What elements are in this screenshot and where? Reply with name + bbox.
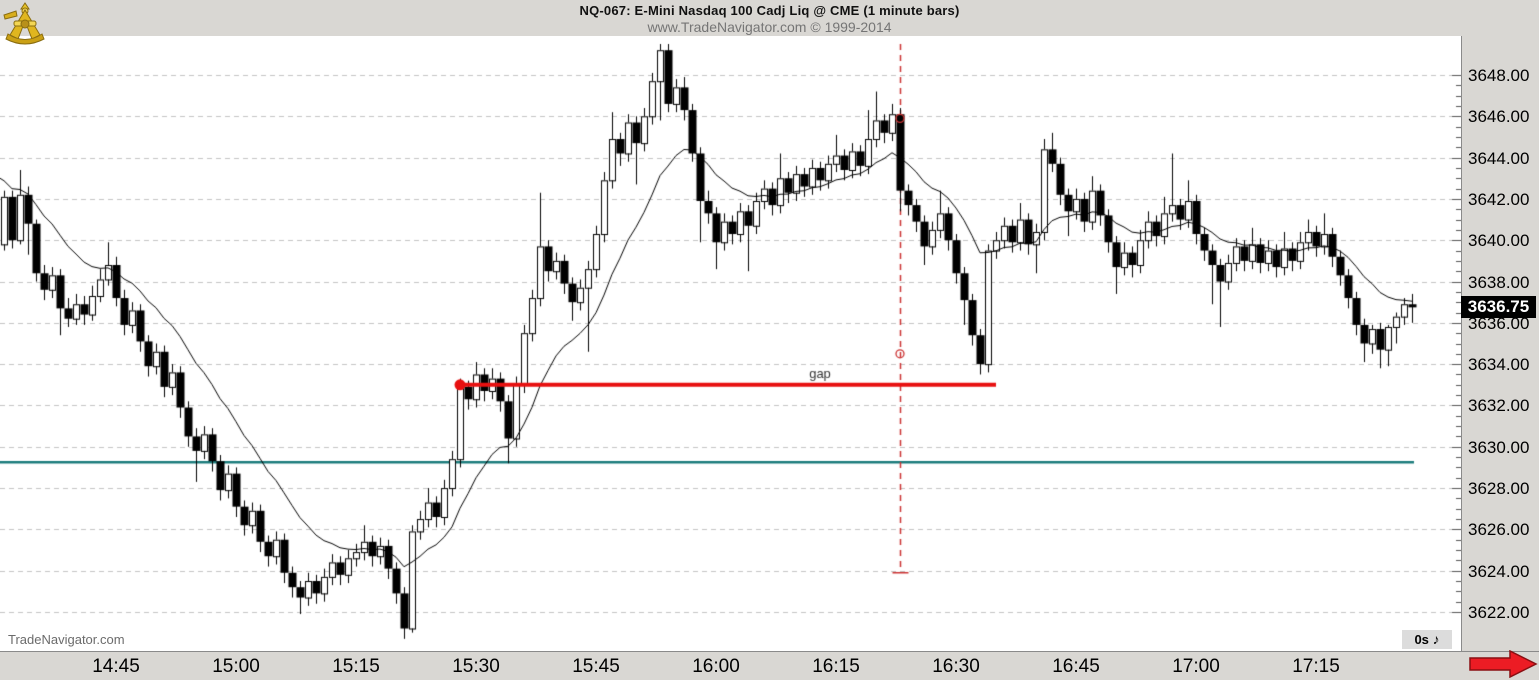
price-tick-label: 3646.00 (1468, 107, 1530, 127)
time-tick-label: 16:15 (812, 656, 860, 677)
bar-countdown-status[interactable]: 0s ♪ (1402, 630, 1452, 649)
price-tick-label: 3626.00 (1468, 520, 1530, 540)
price-tick-label: 3630.00 (1468, 437, 1530, 457)
time-tick-label: 16:45 (1052, 656, 1100, 677)
chart-subtitle: www.TradeNavigator.com © 1999-2014 (647, 19, 892, 35)
price-tick-label: 3622.00 (1468, 603, 1530, 622)
time-tick-label: 17:15 (1292, 656, 1340, 677)
time-tick-label: 15:30 (452, 656, 500, 677)
last-price-badge: 3636.75 (1461, 296, 1536, 319)
time-tick-label: 16:00 (692, 656, 740, 677)
price-tick-label: 3642.00 (1468, 189, 1530, 209)
price-tick-label: 3636.00 (1468, 313, 1530, 333)
axis-border-line (1461, 36, 1462, 651)
time-tick-label: 16:30 (932, 656, 980, 677)
candlestick-chart-canvas[interactable] (0, 36, 1461, 651)
time-tick-label: 14:45 (92, 656, 140, 677)
price-tick-label: 3648.00 (1468, 66, 1530, 85)
trade-navigator-logo-icon (3, 2, 45, 45)
price-tick-label: 3640.00 (1468, 231, 1530, 251)
price-tick-label: 3632.00 (1468, 396, 1530, 416)
time-tick-label: 17:00 (1172, 656, 1220, 677)
price-tick-label: 3624.00 (1468, 561, 1530, 581)
countdown-label: 0s (1414, 632, 1429, 647)
price-tick-label: 3638.00 (1468, 272, 1530, 292)
time-axis[interactable]: 14:45 15:00 15:15 15:30 15:45 16:00 16:15 16:30… (0, 651, 1539, 680)
chart-title: NQ-067: E-Mini Nasdaq 100 Cadj Liq @ CME… (579, 3, 960, 18)
time-tick-label: 15:15 (332, 656, 380, 677)
price-tick-label: 3644.00 (1468, 148, 1530, 168)
scroll-right-arrow[interactable] (1468, 650, 1538, 678)
price-tick-label: 3634.00 (1468, 355, 1530, 375)
time-tick-label: 15:45 (572, 656, 620, 677)
time-tick-label: 15:00 (212, 656, 260, 677)
eighth-note-icon: ♪ (1432, 631, 1440, 647)
price-tick-label: 3628.00 (1468, 479, 1530, 499)
watermark-text: TradeNavigator.com (8, 632, 125, 647)
price-axis[interactable]: 3648.00 3646.00 3644.00 3642.00 3640.00 3638.… (1462, 0, 1539, 680)
chart-header: NQ-067: E-Mini Nasdaq 100 Cadj Liq @ CME… (0, 0, 1539, 36)
